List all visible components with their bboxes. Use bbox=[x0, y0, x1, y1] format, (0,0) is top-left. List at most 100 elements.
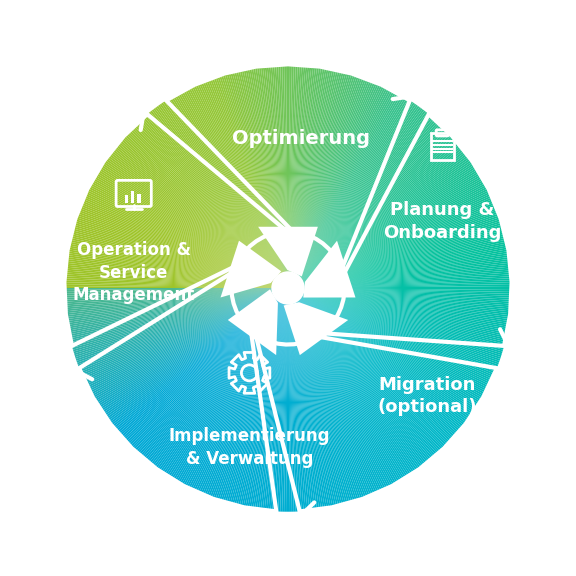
Wedge shape bbox=[288, 288, 506, 338]
Wedge shape bbox=[168, 288, 288, 478]
Wedge shape bbox=[73, 288, 288, 351]
Wedge shape bbox=[288, 288, 499, 363]
Wedge shape bbox=[288, 245, 508, 288]
Wedge shape bbox=[140, 119, 288, 288]
Wedge shape bbox=[288, 219, 501, 288]
Wedge shape bbox=[79, 288, 288, 370]
Wedge shape bbox=[92, 178, 288, 288]
Wedge shape bbox=[288, 288, 441, 453]
Wedge shape bbox=[65, 264, 288, 288]
Wedge shape bbox=[65, 288, 288, 290]
Wedge shape bbox=[288, 263, 510, 288]
Wedge shape bbox=[108, 288, 288, 423]
Wedge shape bbox=[288, 69, 332, 288]
Wedge shape bbox=[288, 288, 510, 317]
Wedge shape bbox=[288, 261, 510, 288]
Wedge shape bbox=[78, 288, 288, 368]
Wedge shape bbox=[175, 288, 288, 482]
Wedge shape bbox=[288, 288, 350, 503]
Wedge shape bbox=[288, 124, 442, 288]
Wedge shape bbox=[65, 288, 288, 304]
Wedge shape bbox=[128, 288, 288, 446]
Wedge shape bbox=[288, 137, 454, 288]
Wedge shape bbox=[86, 288, 288, 386]
Wedge shape bbox=[98, 288, 288, 408]
Wedge shape bbox=[288, 96, 405, 288]
Wedge shape bbox=[288, 288, 382, 491]
Wedge shape bbox=[288, 73, 350, 288]
Wedge shape bbox=[267, 288, 288, 511]
Wedge shape bbox=[288, 288, 433, 460]
Wedge shape bbox=[71, 232, 288, 288]
Wedge shape bbox=[288, 105, 418, 288]
Wedge shape bbox=[288, 288, 499, 365]
Wedge shape bbox=[155, 288, 288, 469]
Wedge shape bbox=[288, 288, 508, 331]
Wedge shape bbox=[213, 288, 288, 499]
Wedge shape bbox=[181, 288, 288, 486]
Wedge shape bbox=[288, 288, 507, 332]
Wedge shape bbox=[288, 288, 366, 498]
Wedge shape bbox=[288, 288, 509, 323]
Wedge shape bbox=[236, 70, 288, 288]
Wedge shape bbox=[126, 132, 288, 288]
Wedge shape bbox=[259, 66, 288, 288]
Wedge shape bbox=[288, 288, 430, 462]
Wedge shape bbox=[288, 288, 432, 461]
Wedge shape bbox=[128, 130, 288, 288]
Wedge shape bbox=[68, 245, 288, 288]
Wedge shape bbox=[288, 288, 325, 509]
Wedge shape bbox=[288, 288, 510, 313]
Wedge shape bbox=[96, 288, 288, 405]
Wedge shape bbox=[288, 178, 484, 288]
Wedge shape bbox=[288, 83, 379, 288]
Wedge shape bbox=[288, 65, 292, 288]
Wedge shape bbox=[288, 288, 453, 441]
Wedge shape bbox=[284, 288, 288, 511]
Wedge shape bbox=[288, 288, 487, 391]
Wedge shape bbox=[65, 288, 288, 309]
Wedge shape bbox=[120, 138, 288, 288]
Wedge shape bbox=[288, 65, 309, 288]
Wedge shape bbox=[288, 288, 335, 507]
Wedge shape bbox=[146, 288, 288, 462]
Wedge shape bbox=[288, 288, 336, 507]
Wedge shape bbox=[288, 99, 410, 288]
Wedge shape bbox=[288, 288, 418, 471]
Wedge shape bbox=[261, 288, 288, 510]
Wedge shape bbox=[123, 135, 288, 288]
Wedge shape bbox=[124, 288, 288, 442]
Wedge shape bbox=[288, 192, 491, 288]
Wedge shape bbox=[288, 259, 510, 288]
Wedge shape bbox=[288, 116, 433, 288]
Wedge shape bbox=[288, 120, 438, 288]
Wedge shape bbox=[288, 100, 411, 288]
Wedge shape bbox=[93, 176, 288, 288]
Wedge shape bbox=[137, 288, 288, 454]
Wedge shape bbox=[288, 240, 507, 288]
Bar bbox=[431, 132, 454, 161]
Wedge shape bbox=[65, 288, 288, 292]
Wedge shape bbox=[278, 65, 288, 288]
Wedge shape bbox=[288, 284, 511, 288]
Wedge shape bbox=[67, 251, 288, 288]
Wedge shape bbox=[152, 288, 288, 467]
Wedge shape bbox=[288, 171, 480, 288]
Wedge shape bbox=[255, 66, 288, 288]
Wedge shape bbox=[288, 244, 507, 288]
Wedge shape bbox=[288, 288, 511, 294]
Wedge shape bbox=[219, 288, 288, 501]
Wedge shape bbox=[88, 187, 288, 288]
Wedge shape bbox=[90, 288, 288, 395]
Wedge shape bbox=[288, 66, 313, 288]
Wedge shape bbox=[288, 288, 473, 415]
Wedge shape bbox=[65, 284, 288, 288]
Wedge shape bbox=[288, 138, 456, 288]
Wedge shape bbox=[80, 204, 288, 288]
Wedge shape bbox=[183, 89, 288, 288]
Wedge shape bbox=[288, 288, 368, 498]
Wedge shape bbox=[288, 75, 357, 288]
Wedge shape bbox=[288, 288, 445, 449]
Wedge shape bbox=[288, 150, 465, 288]
Wedge shape bbox=[288, 288, 468, 423]
